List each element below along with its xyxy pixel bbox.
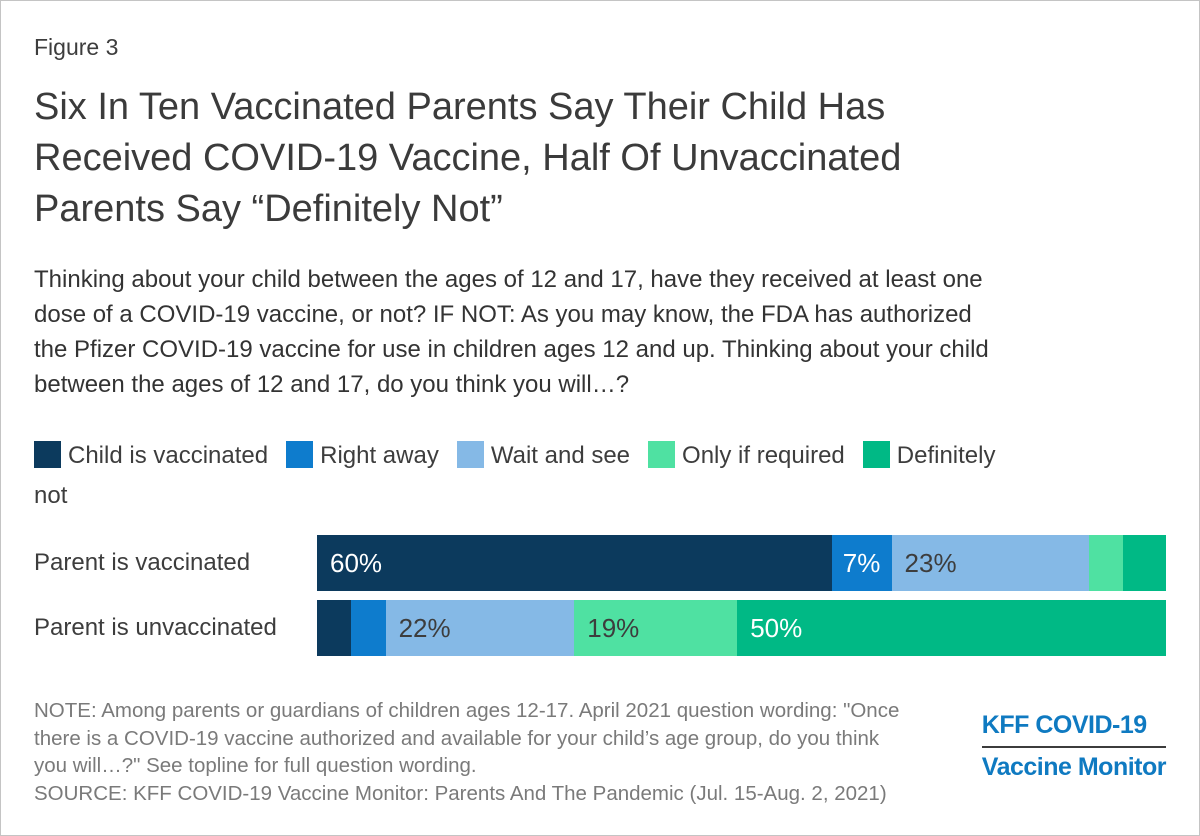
bar-segment-label: 7% [842,547,881,578]
stacked-bar: 22% 19% 50% [317,600,1166,656]
footer-notes: NOTE: Among parents or guardians of chil… [34,697,982,807]
bar-segment [1088,535,1124,591]
bar-segment [1123,535,1166,591]
legend-label: Wait and see [490,442,631,469]
legend-swatch [286,441,314,468]
legend-swatch [456,441,484,468]
legend-item: Right away [286,441,439,469]
legend: Child is vaccinated Right away Wait and se… [34,436,1144,516]
footer: NOTE: Among parents or guardians of chil… [34,697,1167,807]
chart-title: Six In Ten Vaccinated Parents Say Their … [34,86,902,230]
kff-vaccine-monitor-logo: KFF COVID-19 Vaccine Monitor [981,711,1167,807]
bar-segment: 50% [737,600,1166,656]
legend-item: Wait and see [456,441,631,469]
legend-item: Child is vaccinated [34,441,269,469]
bar-segment-label: 50% [750,612,803,643]
bar-segment: 22% [385,600,575,656]
stacked-bar: 60% 7% 23% [317,535,1166,591]
bar-chart: Parent is vaccinated 60% 7% 23% Parent is un… [34,535,1166,656]
legend-label: Right away [320,442,439,469]
bar-segment: 60% [317,535,832,591]
legend-label: Only if required [682,442,845,469]
bar-segment: 23% [891,535,1089,591]
legend-item: Only if required [648,441,845,469]
bar-segment [317,600,352,656]
bar-row-label: Parent is unvaccinated [34,614,277,641]
bar-row-label: Parent is vaccinated [34,549,251,576]
bar-segment-label: 19% [587,612,640,643]
chart-subtitle: Thinking about your child between the ag… [34,266,989,398]
bar-segment-label: 23% [904,547,957,578]
bar-segment [351,600,386,656]
logo-line-2: Vaccine Monitor [981,753,1167,781]
legend-swatch [34,441,61,468]
bar-segment: 19% [574,600,738,656]
bar-row: Parent is vaccinated 60% 7% 23% [34,535,1166,591]
bar-segment: 7% [831,535,892,591]
legend-label: Definitely not [34,442,996,509]
bar-row: Parent is unvaccinated 22% 19% 50% [34,600,1166,656]
note-text: NOTE: Among parents or guardians of chil… [34,699,900,777]
bar-segment-label: 22% [398,612,451,643]
logo-line-1: KFF COVID-19 [981,711,1166,748]
legend-swatch [862,441,890,468]
legend-swatch [648,441,676,468]
figure-label: Figure 3 [34,34,119,60]
legend-label: Child is vaccinated [68,442,269,469]
legend-item: Definitely not [34,441,996,509]
bar-segment-label: 60% [330,547,383,578]
source-text: SOURCE: KFF COVID-19 Vaccine Monitor: Pa… [34,781,887,805]
